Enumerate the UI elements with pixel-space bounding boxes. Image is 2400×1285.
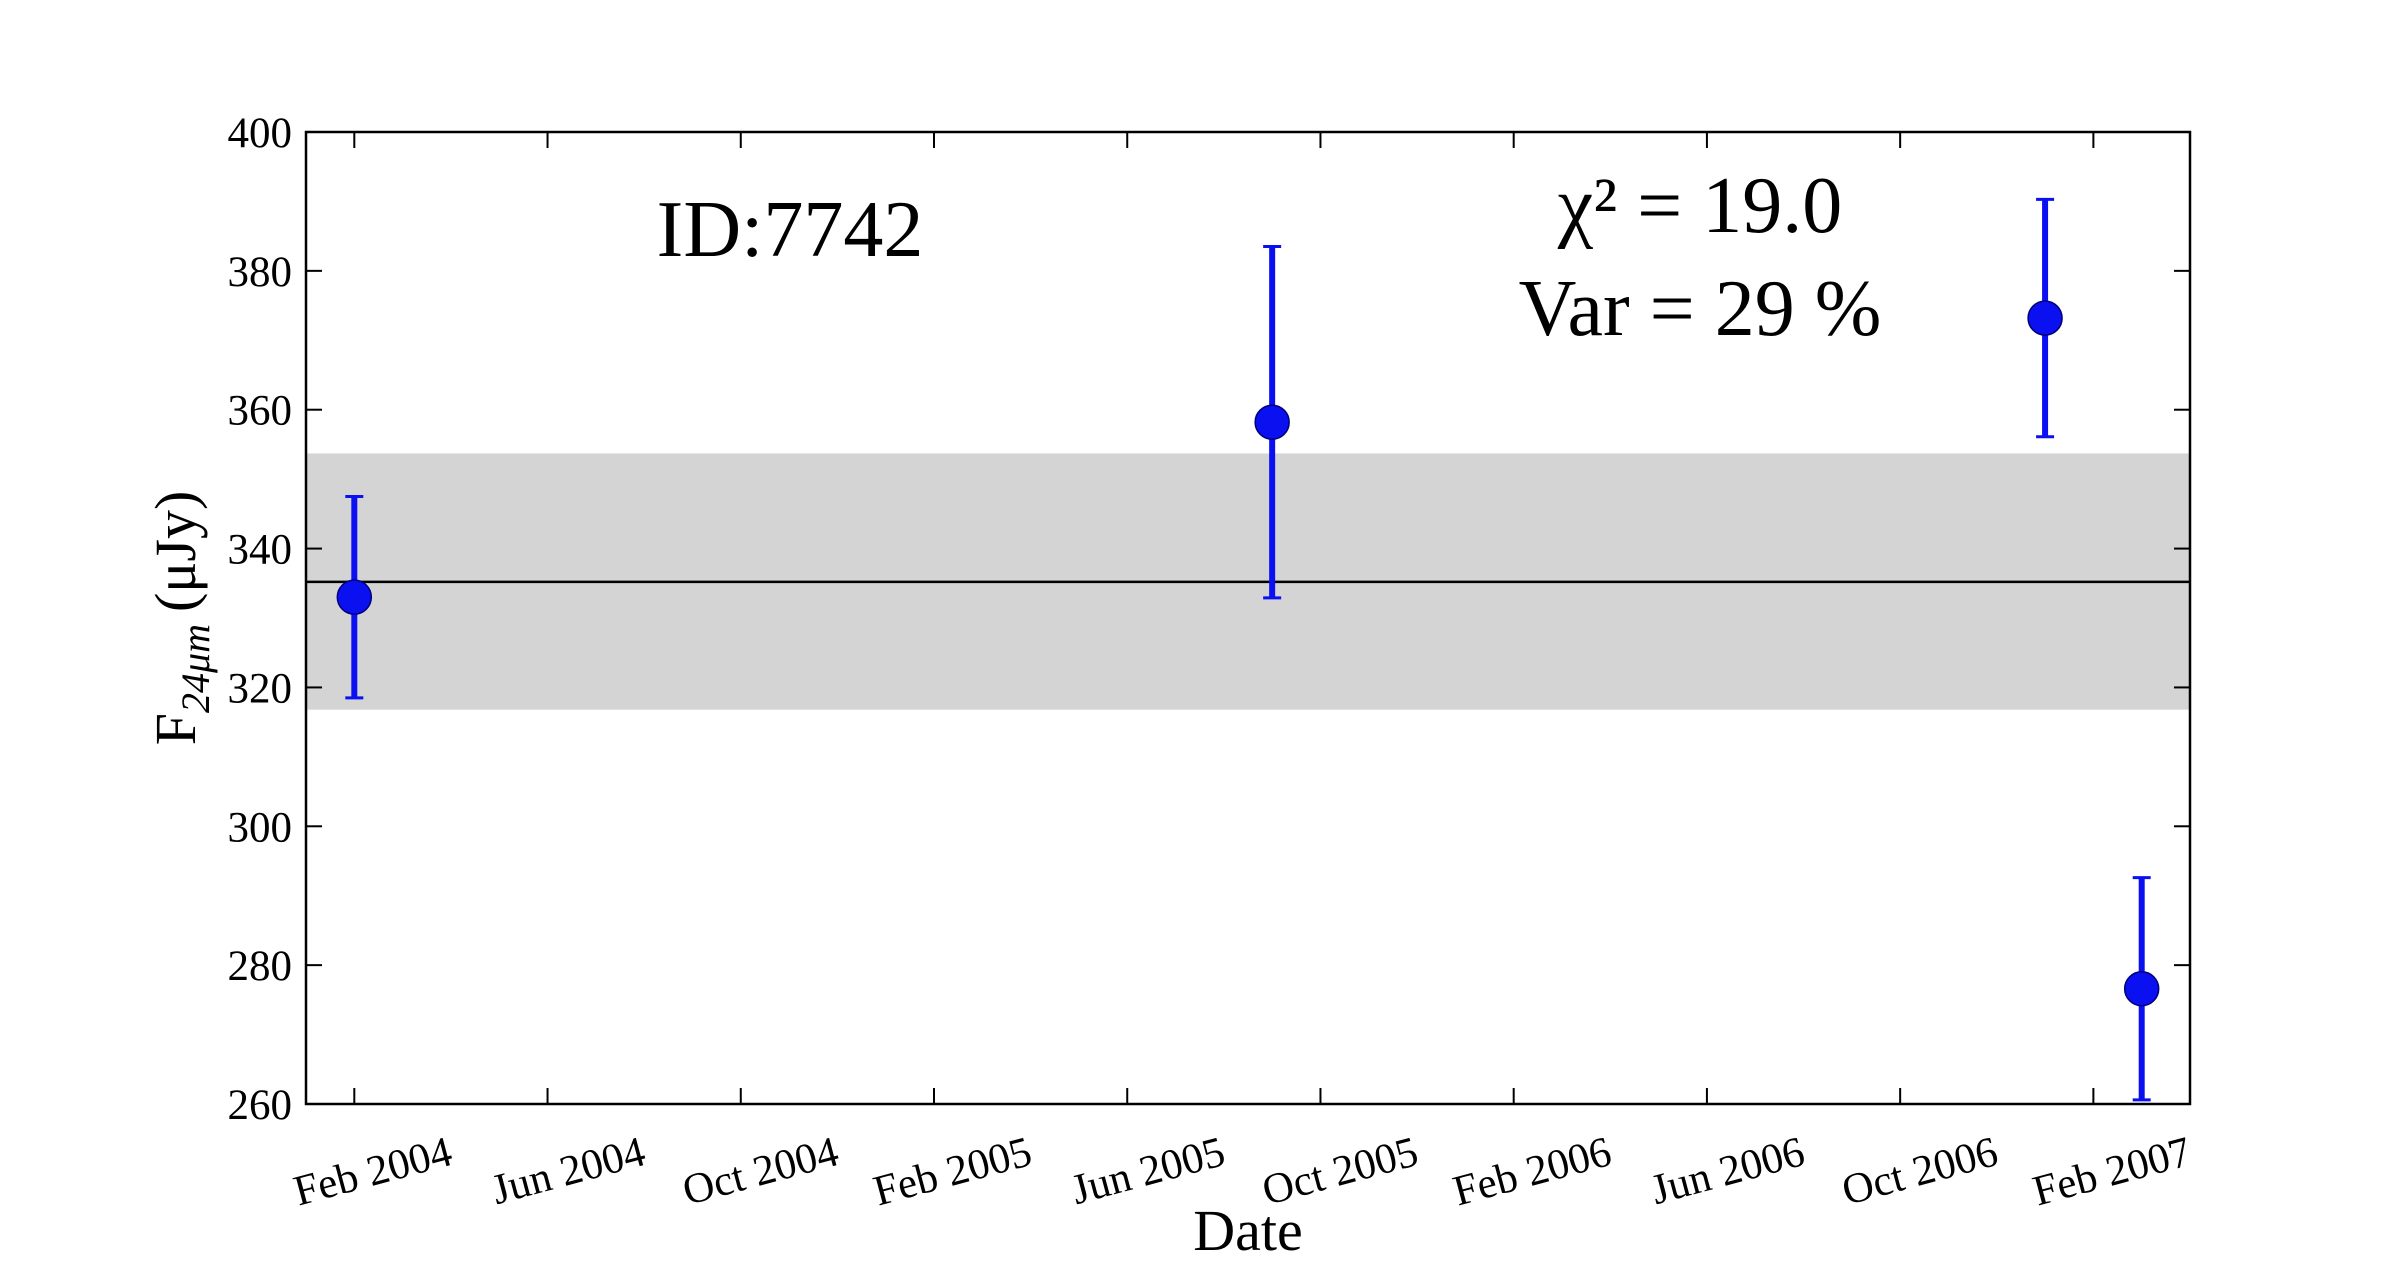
y-tick-label: 260 [228,1082,293,1129]
x-tick-label: Jun 2004 [487,1128,650,1214]
y-tick-label: 380 [228,249,293,296]
y-axis-label: F24μm (μJy) [143,491,218,746]
x-tick-label: Feb 2006 [1448,1128,1616,1215]
data-point [2123,970,2160,1007]
chi2-annotation: χ² = 19.0 [1557,162,1843,250]
x-tick-label: Feb 2007 [2028,1128,2196,1215]
plot-frame [304,130,2192,1106]
y-label-symbol: F [143,713,208,745]
x-tick-label: Oct 2006 [1837,1128,2003,1215]
y-label-subscript: 24μm [173,624,218,713]
x-tick-label: Feb 2005 [869,1128,1037,1215]
y-tick-label: 340 [228,527,293,574]
id-annotation: ID:7742 [657,186,924,274]
y-tick-label: 300 [228,804,293,851]
y-tick-label: 400 [228,110,293,157]
x-tick-label: Oct 2004 [678,1128,844,1215]
x-tick-label: Jun 2006 [1646,1128,1809,1214]
y-tick-label: 360 [228,388,293,435]
var-annotation: Var = 29 % [1519,265,1882,353]
x-tick-label: Oct 2005 [1257,1128,1423,1215]
x-tick-label: Feb 2004 [289,1128,457,1215]
y-tick-label: 280 [228,943,293,990]
data-point [1254,404,1290,440]
x-axis-label: Date [1193,1198,1303,1263]
data-point [336,579,373,615]
y-label-unit: (μJy) [143,491,208,612]
data-point [2027,300,2063,336]
y-tick-label: 320 [228,665,293,712]
